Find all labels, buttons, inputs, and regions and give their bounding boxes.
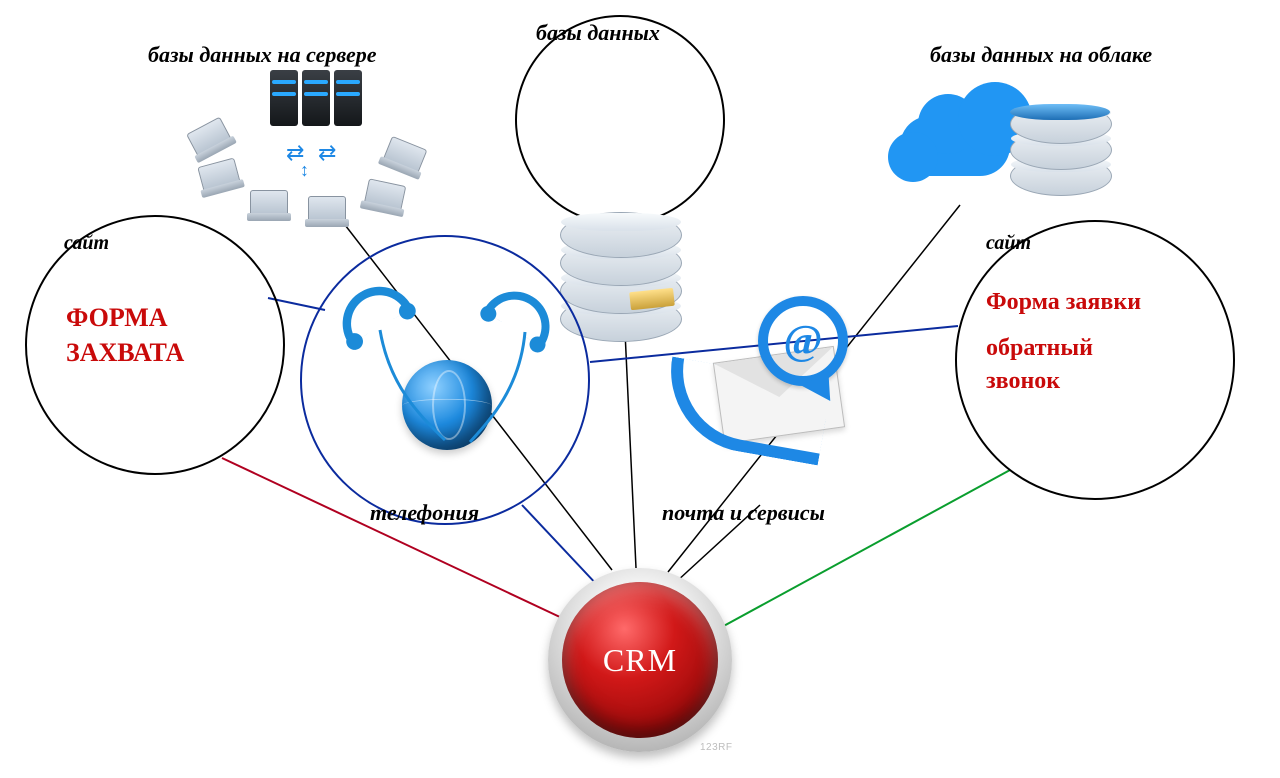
site-left-body: ФОРМА ЗАХВАТА [66,300,184,370]
label-telephony: телефония [370,500,479,526]
edge-telephony-crm [522,505,600,588]
crm-button: CRM [562,582,718,738]
site-right-line3: обратный [986,332,1141,364]
watermark: 123RF [700,742,733,753]
label-site-left: сайт [64,232,109,255]
site-right-body: Форма заявки обратный звонок [986,286,1141,397]
label-site-right: сайт [986,232,1031,255]
label-server-db: базы данных на сервере [148,42,376,68]
telephony-icon [330,270,570,490]
server-network-icon: ⇄ ⇄ ↕ [190,70,420,220]
cloud-database-icon [900,72,1120,212]
diagram-stage: базы данных на сервере ⇄ ⇄ ↕ базы данных… [0,0,1280,778]
mail-icon: @ [670,290,890,490]
label-cloud-db: базы данных на облаке [930,42,1152,68]
label-mail: почта и сервисы [662,500,825,526]
site-right-line4: звонок [986,365,1141,397]
db-circle [515,15,725,225]
site-left-line2: ЗАХВАТА [66,335,184,370]
edge-site_right-crm [720,470,1010,628]
site-left-line1: ФОРМА [66,300,184,335]
crm-label: CRM [603,642,677,679]
site-right-line1: Форма заявки [986,286,1141,318]
